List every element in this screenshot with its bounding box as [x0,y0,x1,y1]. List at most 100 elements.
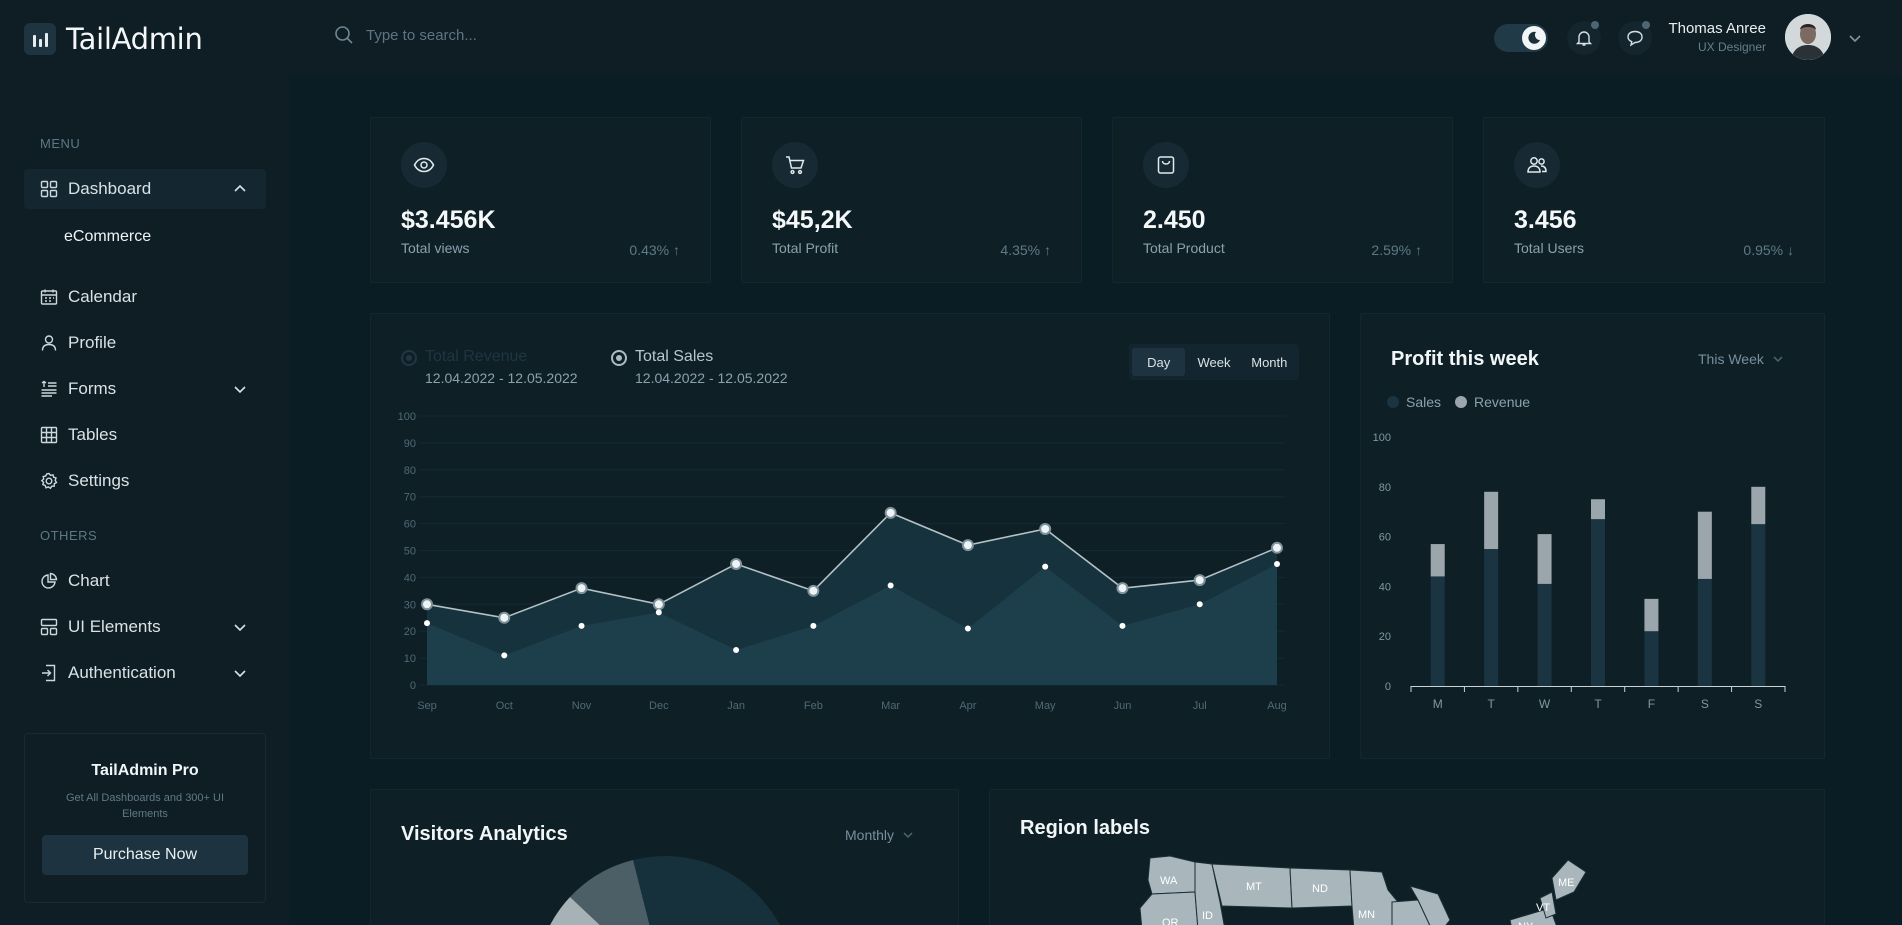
forms-icon [40,380,58,398]
revenue-point [575,582,588,595]
stat-card-users: 3.456 Total Users 0.95% ↓ [1483,117,1825,283]
stat-change: 4.35% ↑ [1000,242,1051,258]
search-input[interactable] [366,26,666,44]
y-tick-label: 0 [1385,681,1391,693]
sidebar-item-forms[interactable]: Forms [24,369,266,409]
revenue-point [884,506,897,519]
cart-icon [772,142,818,188]
state-mi [1408,885,1451,925]
messages-button[interactable] [1618,21,1652,55]
y-tick-label: 10 [404,653,416,665]
login-icon [40,664,58,682]
x-tick-label: W [1539,697,1551,711]
purchase-button[interactable]: Purchase Now [42,835,248,875]
revenue-chart-card: Total Revenue 12.04.2022 - 12.05.2022 To… [370,313,1330,759]
state-label-id: ID [1202,910,1213,922]
bag-icon [1143,142,1189,188]
y-tick-label: 60 [1379,532,1391,544]
avatar[interactable] [1785,14,1831,60]
sidebar-item-label: Authentication [68,663,176,682]
legend-sales[interactable]: Sales [1387,394,1441,410]
x-tick-label: Jan [727,700,745,712]
sidebar-item-dashboard[interactable]: Dashboard [24,169,266,209]
sales-point [1119,622,1126,629]
sales-point [655,609,662,616]
search-bar [334,25,666,45]
y-tick-label: 60 [404,519,416,531]
dark-mode-toggle[interactable] [1494,24,1548,52]
revenue-point [961,539,974,552]
y-tick-label: 40 [404,572,416,584]
stat-label: Total Users [1514,240,1585,256]
x-tick-label: Dec [649,700,669,712]
calendar-icon [40,288,58,306]
bar-sales [1751,524,1766,686]
period-month-button[interactable]: Month [1251,354,1288,370]
logo[interactable]: TailAdmin [24,22,203,56]
state-label-me: ME [1558,877,1575,889]
stat-label: Total Profit [772,240,839,256]
y-tick-label: 0 [410,680,416,692]
sales-point [578,622,585,629]
promo-title: TailAdmin Pro [91,762,199,779]
sales-point [887,582,894,589]
state-or [1139,891,1199,925]
donut-segment [570,860,650,925]
x-tick-label: Apr [959,700,976,712]
sidebar-item-calendar[interactable]: Calendar [24,277,266,317]
sidebar-item-authentication[interactable]: Authentication [24,653,266,693]
legend-dates: 12.04.2022 - 12.05.2022 [635,370,788,386]
chevron-down-icon [232,665,248,681]
user-name[interactable]: Thomas Anree [1668,20,1766,37]
bar-sales [1697,578,1712,686]
week-filter-dropdown[interactable]: This Week [1698,351,1784,367]
x-tick-label: Oct [496,700,513,712]
state-label-nd: ND [1312,883,1328,895]
sales-point [424,620,430,627]
sidebar-item-tables[interactable]: Tables [24,415,266,455]
sidebar-item-settings[interactable]: Settings [24,461,266,501]
revenue-point [652,598,665,611]
notifications-button[interactable] [1567,21,1601,55]
legend-total-revenue[interactable]: Total Revenue 12.04.2022 - 12.05.2022 [401,348,578,386]
message-dot [1642,21,1650,29]
sidebar-item-label: Calendar [68,287,137,306]
bell-icon [1575,31,1593,46]
bar-sales [1537,583,1552,686]
legend-total-sales[interactable]: Total Sales 12.04.2022 - 12.05.2022 [611,348,788,386]
stat-label: Total Product [1143,240,1225,256]
sidebar-item-profile[interactable]: Profile [24,323,266,363]
sidebar-item-chart[interactable]: Chart [24,561,266,601]
state-label-vt: VT [1536,902,1550,914]
notification-dot [1591,21,1599,29]
x-tick-label: May [1035,700,1056,712]
donut-chart [550,856,780,925]
sidebar: TailAdmin MENU Dashboard eCommerce Calen… [0,0,289,925]
legend-title: Total Revenue [425,348,528,365]
stat-value: 3.456 [1514,206,1577,234]
period-week-button[interactable]: Week [1197,354,1231,370]
sidebar-item-ui-elements[interactable]: UI Elements [24,607,266,647]
stat-card-product: 2.450 Total Product 2.59% ↑ [1112,117,1453,283]
bar-legend: Sales Revenue [1387,394,1530,410]
y-tick-label: 80 [1379,482,1391,494]
promo-subtitle: Get All Dashboards and 300+ UI Elements [65,792,225,820]
sidebar-subitem-ecommerce[interactable]: eCommerce [64,228,152,245]
donut-segment [633,856,780,925]
monthly-filter-dropdown[interactable]: Monthly [845,827,914,843]
revenue-point [1116,582,1129,595]
sidebar-item-label: Tables [68,425,118,444]
stat-change: 0.43% ↑ [629,242,680,258]
chevron-down-icon[interactable] [1847,30,1863,51]
app-name: TailAdmin [66,22,203,56]
legend-revenue[interactable]: Revenue [1455,394,1530,410]
sales-point [1042,563,1049,570]
profit-chart-card: Profit this week This Week Sales Revenue… [1360,313,1825,759]
moon-icon [1522,26,1546,50]
x-tick-label: Jun [1114,700,1132,712]
layout-icon [40,618,58,636]
chevron-down-icon [903,832,913,839]
period-day-button[interactable]: Day [1132,348,1186,376]
revenue-point [498,611,511,624]
stat-value: $3.456K [401,206,496,234]
